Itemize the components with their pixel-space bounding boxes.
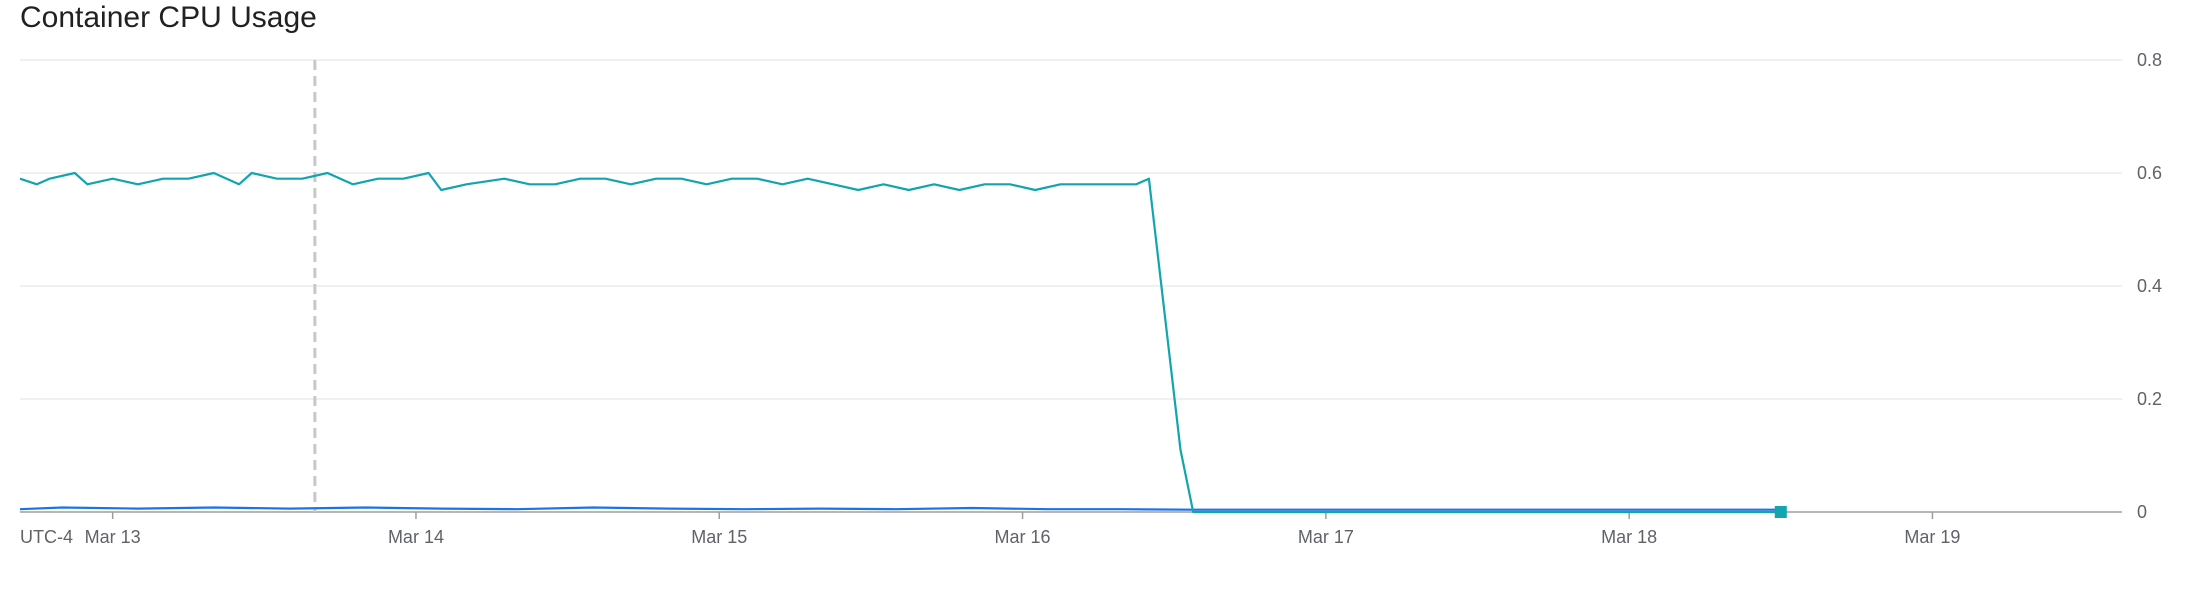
- x-tick-label: Mar 13: [85, 527, 141, 547]
- y-tick-label: 0: [2137, 502, 2147, 522]
- x-tick-label: Mar 19: [1904, 527, 1960, 547]
- timezone-label: UTC-4: [20, 527, 73, 547]
- series-line: [19, 171, 1781, 514]
- x-tick-label: Mar 14: [388, 527, 444, 547]
- x-tick-label: Mar 18: [1601, 527, 1657, 547]
- y-tick-label: 0.4: [2137, 276, 2162, 296]
- x-tick-label: Mar 16: [995, 527, 1051, 547]
- x-tick-label: Mar 17: [1298, 527, 1354, 547]
- y-tick-label: 0.2: [2137, 389, 2162, 409]
- series-line: [19, 506, 1781, 511]
- x-axis-ticks: Mar 13 Mar 14 Mar 15 Mar 16 Mar 17 Mar 18 Mar …: [85, 512, 1960, 547]
- grid-lines: [20, 59, 2122, 513]
- y-axis-ticks: 0 0.2 0.4 0.6 0.8: [2137, 50, 2162, 522]
- y-tick-label: 0.8: [2137, 50, 2162, 70]
- y-tick-label: 0.6: [2137, 163, 2162, 183]
- series-endpoint-marker: [1774, 506, 1787, 518]
- x-tick-label: Mar 15: [691, 527, 747, 547]
- series-lines: [19, 171, 1787, 518]
- chart-title: Container CPU Usage: [20, 1, 317, 34]
